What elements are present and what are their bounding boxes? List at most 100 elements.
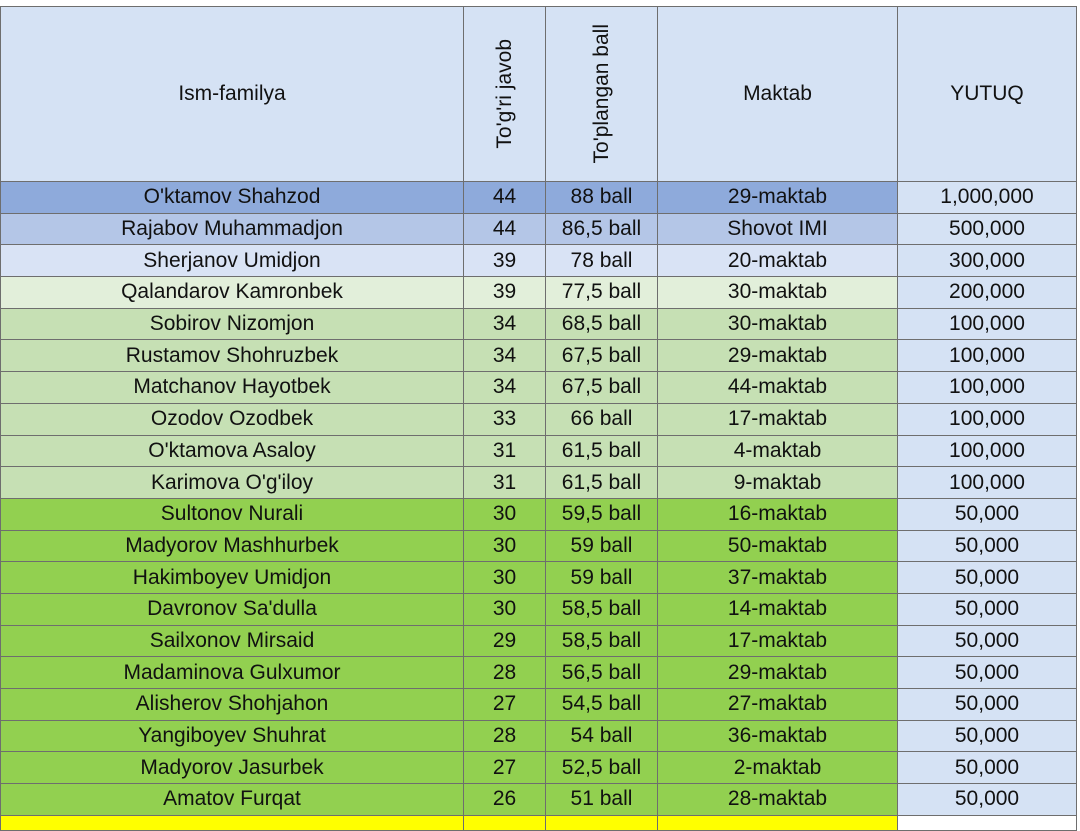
cell-correct-answers: 31: [463, 434, 546, 468]
cell-school: 2-maktab: [657, 751, 898, 785]
cell-name: Yangiboyev Shuhrat: [0, 719, 464, 753]
cell-school: 36-maktab: [657, 719, 898, 753]
cell-school: 28-maktab: [657, 783, 898, 816]
cell-partial: [0, 814, 464, 831]
table-row: Madyorov Mashhurbek 30 59 ball 50-maktab 50,…: [0, 529, 1077, 563]
cell-prize: 50,000: [897, 783, 1077, 816]
cell-correct-answers: 44: [463, 212, 546, 246]
cell-score: 78 ball: [545, 244, 658, 278]
header-score: To'plangan ball: [545, 6, 658, 182]
header-prize: YUTUQ: [897, 6, 1077, 182]
header-school: Maktab: [657, 6, 898, 182]
cell-score: 59,5 ball: [545, 497, 658, 531]
cell-score: 59 ball: [545, 529, 658, 563]
cell-prize: 1,000,000: [897, 181, 1077, 214]
cell-prize: 100,000: [897, 307, 1077, 341]
cell-prize: 100,000: [897, 371, 1077, 404]
cell-name: O'ktamova Asaloy: [0, 434, 464, 468]
cell-school: 27-maktab: [657, 688, 898, 721]
table-row: Sherjanov Umidjon 39 78 ball 20-maktab 300,0…: [0, 244, 1077, 278]
cell-correct-answers: 33: [463, 402, 546, 436]
cell-score: 88 ball: [545, 181, 658, 214]
cell-score: 52,5 ball: [545, 751, 658, 785]
table-row: Matchanov Hayotbek 34 67,5 ball 44-maktab 10…: [0, 371, 1077, 404]
cell-correct-answers: 26: [463, 783, 546, 816]
cell-score: 54 ball: [545, 719, 658, 753]
table-row: Qalandarov Kamronbek 39 77,5 ball 30-maktab…: [0, 276, 1077, 309]
cell-score: 67,5 ball: [545, 371, 658, 404]
cell-name: Sailxonov Mirsaid: [0, 624, 464, 658]
cell-score: 59 ball: [545, 561, 658, 594]
cell-school: 20-maktab: [657, 244, 898, 278]
cell-school: 30-maktab: [657, 276, 898, 309]
table-row: Ozodov Ozodbek 33 66 ball 17-maktab 100,000: [0, 402, 1077, 436]
cell-school: 29-maktab: [657, 339, 898, 373]
cell-prize: 50,000: [897, 497, 1077, 531]
cell-partial: [897, 814, 1077, 831]
cell-school: 16-maktab: [657, 497, 898, 531]
table-row: O'ktamov Shahzod 44 88 ball 29-maktab 1,000,…: [0, 181, 1077, 214]
cell-score: 54,5 ball: [545, 688, 658, 721]
cell-correct-answers: 31: [463, 466, 546, 499]
cell-partial: [463, 814, 546, 831]
cell-school: 9-maktab: [657, 466, 898, 499]
cell-school: 44-maktab: [657, 371, 898, 404]
cell-correct-answers: 30: [463, 529, 546, 563]
cell-school: 29-maktab: [657, 181, 898, 214]
cell-prize: 300,000: [897, 244, 1077, 278]
cell-name: Alisherov Shohjahon: [0, 688, 464, 721]
cell-correct-answers: 30: [463, 497, 546, 531]
cell-name: Hakimboyev Umidjon: [0, 561, 464, 594]
cell-school: 17-maktab: [657, 624, 898, 658]
cell-name: Davronov Sa'dulla: [0, 592, 464, 626]
table-row-partial: [0, 814, 1077, 831]
table-row: Rustamov Shohruzbek 34 67,5 ball 29-maktab 1…: [0, 339, 1077, 373]
table-row: Karimova O'g'iloy 31 61,5 ball 9-maktab 100,…: [0, 466, 1077, 499]
results-table: Ism-familya To'g'ri javob To'plangan bal…: [0, 6, 1077, 831]
cell-prize: 50,000: [897, 529, 1077, 563]
cell-correct-answers: 30: [463, 592, 546, 626]
cell-prize: 100,000: [897, 339, 1077, 373]
header-correct-answers: To'g'ri javob: [463, 6, 546, 182]
cell-name: Madyorov Mashhurbek: [0, 529, 464, 563]
cell-correct-answers: 27: [463, 751, 546, 785]
cell-correct-answers: 28: [463, 656, 546, 689]
cell-school: 4-maktab: [657, 434, 898, 468]
cell-prize: 50,000: [897, 561, 1077, 594]
cell-score: 58,5 ball: [545, 624, 658, 658]
cell-name: Madyorov Jasurbek: [0, 751, 464, 785]
cell-prize: 100,000: [897, 402, 1077, 436]
header-score-label: To'plangan ball: [589, 24, 613, 164]
cell-score: 56,5 ball: [545, 656, 658, 689]
table-row: Rajabov Muhammadjon 44 86,5 ball Shovot IMI…: [0, 212, 1077, 246]
cell-prize: 100,000: [897, 434, 1077, 468]
cell-correct-answers: 39: [463, 244, 546, 278]
cell-correct-answers: 34: [463, 371, 546, 404]
table-row: Sultonov Nurali 30 59,5 ball 16-maktab 50,00…: [0, 497, 1077, 531]
cell-prize: 50,000: [897, 719, 1077, 753]
cell-name: Sobirov Nizomjon: [0, 307, 464, 341]
cell-score: 66 ball: [545, 402, 658, 436]
cell-school: 50-maktab: [657, 529, 898, 563]
cell-score: 67,5 ball: [545, 339, 658, 373]
cell-name: Qalandarov Kamronbek: [0, 276, 464, 309]
cell-school: 17-maktab: [657, 402, 898, 436]
cell-prize: 100,000: [897, 466, 1077, 499]
cell-prize: 50,000: [897, 624, 1077, 658]
cell-school: 29-maktab: [657, 656, 898, 689]
table-row: O'ktamova Asaloy 31 61,5 ball 4-maktab 100,0…: [0, 434, 1077, 468]
cell-correct-answers: 34: [463, 339, 546, 373]
cell-name: Karimova O'g'iloy: [0, 466, 464, 499]
cell-score: 61,5 ball: [545, 434, 658, 468]
cell-correct-answers: 27: [463, 688, 546, 721]
table-body: O'ktamov Shahzod 44 88 ball 29-maktab 1,000,…: [0, 181, 1077, 831]
cell-partial: [657, 814, 898, 831]
table-row: Madyorov Jasurbek 27 52,5 ball 2-maktab 50,0…: [0, 751, 1077, 785]
cell-correct-answers: 30: [463, 561, 546, 594]
cell-school: Shovot IMI: [657, 212, 898, 246]
cell-prize: 200,000: [897, 276, 1077, 309]
cell-name: Madaminova Gulxumor: [0, 656, 464, 689]
table-row: Sailxonov Mirsaid 29 58,5 ball 17-maktab 50,…: [0, 624, 1077, 658]
cell-name: Sultonov Nurali: [0, 497, 464, 531]
cell-prize: 50,000: [897, 688, 1077, 721]
